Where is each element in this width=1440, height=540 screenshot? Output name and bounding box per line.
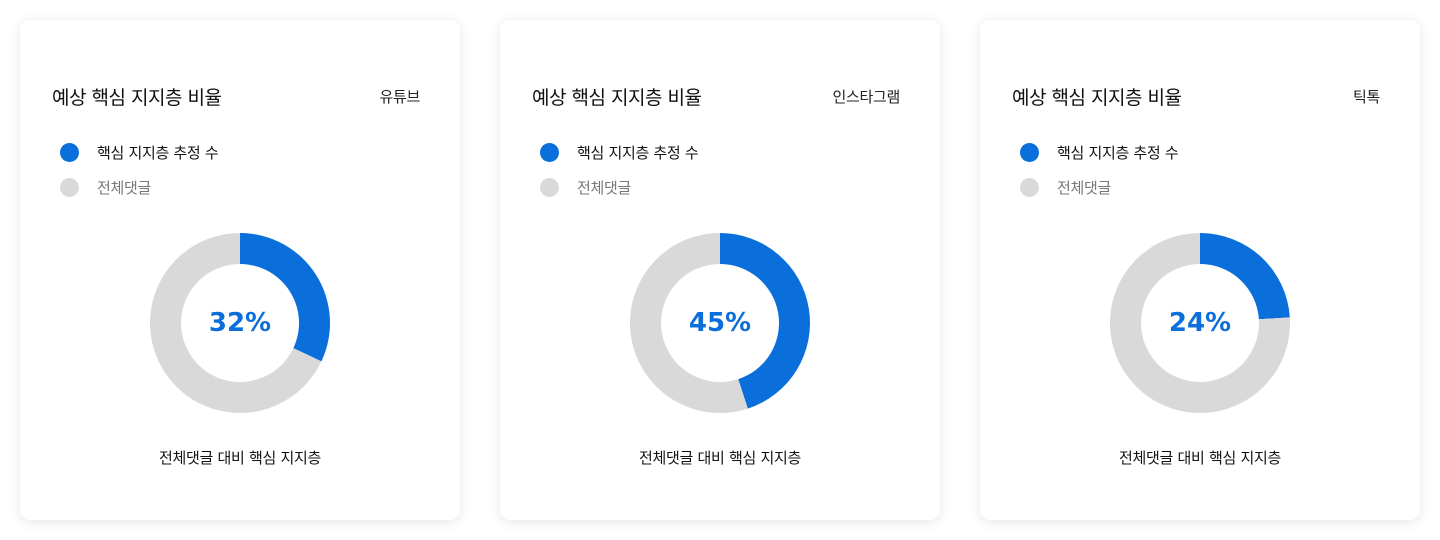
- platform-label: 유튜브: [379, 88, 420, 106]
- donut-center-value: 45%: [688, 308, 752, 338]
- legend-label-total: 전체댓글: [577, 178, 632, 197]
- legend-label-total: 전체댓글: [97, 178, 152, 197]
- chart-title: 예상 핵심 지지층 비율: [1012, 87, 1182, 109]
- chart-caption: 전체댓글 대비 핵심 지지층: [639, 449, 801, 467]
- donut-slice-total: [630, 233, 748, 413]
- donut-chart: 45%: [630, 233, 810, 413]
- legend-item-total: 전체댓글: [60, 176, 218, 198]
- legend: 핵심 지지층 추정 수 전체댓글: [1020, 141, 1179, 211]
- chart-caption: 전체댓글 대비 핵심 지지층: [159, 449, 321, 467]
- donut-slice-core: [1200, 233, 1290, 320]
- legend: 핵심 지지층 추정 수 전체댓글: [540, 141, 699, 211]
- legend-dot-core: [540, 142, 559, 162]
- legend-label-core: 핵심 지지층 추정 수: [577, 143, 699, 162]
- legend-dot-core: [60, 142, 79, 162]
- chart-card-tiktok: 예상 핵심 지지층 비율 틱톡 핵심 지지층 추정 수 전체댓글 24% 전체댓…: [980, 20, 1420, 520]
- legend-label-core: 핵심 지지층 추정 수: [97, 143, 219, 162]
- legend-item-total: 전체댓글: [540, 176, 698, 198]
- chart-card-youtube: 예상 핵심 지지층 비율 유튜브 핵심 지지층 추정 수 전체댓글 32% 전체…: [20, 20, 460, 520]
- legend-dot-total: [60, 177, 79, 197]
- donut-slice-core: [240, 233, 330, 362]
- donut-slice-core: [720, 233, 810, 409]
- chart-title: 예상 핵심 지지층 비율: [532, 87, 702, 109]
- legend-dot-total: [1020, 177, 1039, 197]
- legend-item-core: 핵심 지지층 추정 수: [60, 141, 219, 163]
- legend-item-core: 핵심 지지층 추정 수: [540, 141, 699, 163]
- donut-center-value: 32%: [208, 308, 272, 338]
- legend-item-total: 전체댓글: [1020, 176, 1178, 198]
- donut-svg: [1110, 233, 1290, 413]
- legend: 핵심 지지층 추정 수 전체댓글: [60, 141, 219, 211]
- legend-dot-total: [540, 177, 559, 197]
- platform-label: 틱톡: [1352, 88, 1380, 106]
- legend-label-core: 핵심 지지층 추정 수: [1057, 143, 1179, 162]
- chart-caption: 전체댓글 대비 핵심 지지층: [1119, 449, 1281, 467]
- donut-chart: 24%: [1110, 233, 1290, 413]
- donut-svg: [630, 233, 810, 413]
- legend-dot-core: [1020, 142, 1039, 162]
- chart-card-instagram: 예상 핵심 지지층 비율 인스타그램 핵심 지지층 추정 수 전체댓글 45% …: [500, 20, 940, 520]
- donut-slice-total: [1110, 233, 1290, 413]
- legend-item-core: 핵심 지지층 추정 수: [1020, 141, 1179, 163]
- chart-title: 예상 핵심 지지층 비율: [52, 87, 222, 109]
- legend-label-total: 전체댓글: [1057, 178, 1112, 197]
- donut-slice-total: [150, 233, 322, 413]
- donut-center-value: 24%: [1168, 308, 1232, 338]
- donut-chart: 32%: [150, 233, 330, 413]
- donut-svg: [150, 233, 330, 413]
- platform-label: 인스타그램: [832, 88, 900, 106]
